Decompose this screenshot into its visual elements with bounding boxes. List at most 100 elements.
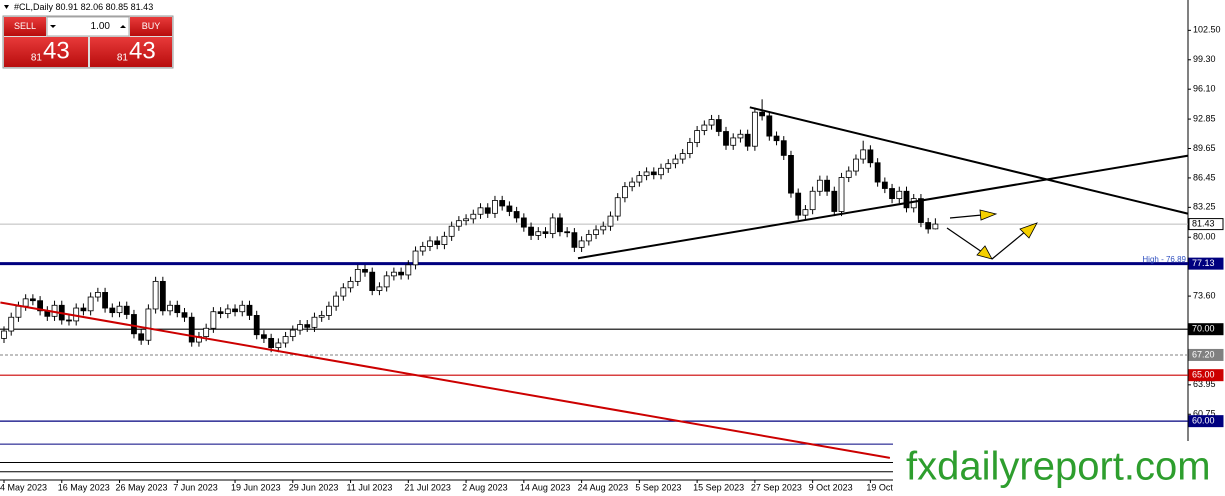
candle-body: [932, 223, 939, 230]
lot-down[interactable]: [50, 25, 56, 28]
candle-body: [455, 220, 462, 227]
candle-body: [109, 307, 116, 314]
candle-body: [542, 231, 549, 234]
candle-body: [29, 298, 36, 302]
candle-body: [253, 315, 260, 336]
candle-body: [918, 198, 924, 223]
sell-button[interactable]: [4, 17, 46, 36]
candle-body: [289, 329, 296, 337]
sell-price-minor: 43: [43, 37, 70, 64]
candle-body: [643, 171, 650, 177]
candle-body: [788, 155, 794, 194]
candle-body: [484, 207, 491, 214]
arrow-shaft: [949, 214, 983, 219]
candle-body: [629, 181, 636, 188]
candle-body: [773, 135, 780, 142]
arrow-shaft: [991, 230, 1027, 260]
sell-label: SELL: [14, 21, 36, 31]
candle-body: [499, 200, 506, 207]
candle-body: [167, 304, 173, 312]
y-tick-label: 86.45: [1193, 172, 1216, 182]
candle-body: [780, 140, 787, 156]
current-price-label: 81.43: [1192, 218, 1215, 228]
candle-body: [744, 133, 751, 147]
level-tag-label: 60.00: [1192, 416, 1215, 426]
candle-body: [362, 269, 368, 273]
buy-price-box[interactable]: [90, 37, 172, 67]
candle-body: [239, 304, 246, 313]
buy-price-major: 81: [117, 53, 129, 64]
candle-body: [513, 211, 520, 219]
candle-body: [665, 163, 672, 169]
candle-body: [94, 292, 101, 298]
candle-body: [87, 296, 94, 312]
candle-body: [8, 316, 15, 332]
level-tag-label: 65.00: [1192, 370, 1215, 380]
candle-body: [751, 111, 758, 147]
candle-body: [694, 130, 701, 143]
candle-body: [325, 305, 332, 316]
y-tick-label: 60.75: [1193, 409, 1216, 419]
candle-body: [853, 158, 859, 172]
candle-body: [412, 250, 419, 266]
candle-body: [831, 190, 838, 212]
candle-body: [759, 111, 765, 117]
lot-up[interactable]: [120, 25, 126, 28]
arrow-shaft: [946, 227, 983, 253]
candle-body: [687, 142, 693, 154]
x-tick-label: 4 May 2023: [0, 482, 47, 492]
x-tick-label: 21 Jul 2023: [404, 482, 451, 492]
ohlc-high: 82.06: [81, 2, 104, 12]
candle-body: [347, 280, 354, 289]
candle-body: [441, 235, 448, 245]
buy-button[interactable]: [130, 17, 172, 36]
candle-body: [867, 149, 874, 164]
candle-body: [520, 217, 527, 228]
candle-body: [152, 280, 159, 310]
candle-body: [268, 337, 275, 348]
candle-body: [614, 197, 621, 217]
watermark: fxdailyreport.com: [893, 441, 1225, 496]
level-tag: [1188, 369, 1224, 382]
candle-body: [318, 315, 325, 318]
y-tick-label: 89.65: [1193, 143, 1216, 153]
x-tick-label: 16 May 2023: [58, 482, 110, 492]
candle-body: [383, 275, 390, 288]
current-price-tag: [1188, 218, 1224, 231]
candle-body: [333, 295, 340, 307]
sell-price-box[interactable]: [4, 37, 88, 67]
x-tick-label: 2 Aug 2023: [462, 482, 508, 492]
candle-body: [795, 192, 802, 216]
candle-body: [282, 336, 289, 344]
candle-body: [650, 171, 657, 176]
level-tag-label: 70.00: [1192, 324, 1215, 334]
candle-body: [37, 300, 43, 312]
x-tick-label: 24 Aug 2023: [578, 482, 629, 492]
trade-panel: SELL BUY 1.00 81 43 81 43: [2, 15, 174, 69]
candle-body: [102, 292, 108, 309]
candle-body: [427, 240, 433, 247]
candle-body: [896, 190, 903, 200]
candle-body: [354, 269, 361, 282]
sell-price-major: 81: [31, 53, 43, 64]
plot-area: [0, 99, 1188, 473]
y-tick-label: 99.30: [1193, 54, 1216, 64]
candle-body: [622, 186, 628, 199]
candle-body: [730, 137, 737, 146]
y-tick-label: 92.85: [1193, 113, 1216, 123]
candle-body: [304, 324, 311, 328]
candle-body: [571, 232, 578, 248]
lot-value: 1.00: [91, 21, 111, 32]
trendline: [577, 154, 1188, 260]
candle-body: [159, 280, 166, 312]
arrows: [946, 209, 1038, 260]
candle-body: [845, 170, 852, 178]
candle-body: [564, 231, 571, 234]
candle-body: [22, 298, 29, 307]
x-tick-label: 19 Oct 2023: [866, 482, 915, 492]
candle-body: [824, 179, 830, 192]
x-tick-label: 19 Jun 2023: [231, 482, 281, 492]
candle-body: [376, 286, 383, 291]
lot-input[interactable]: [46, 16, 130, 37]
